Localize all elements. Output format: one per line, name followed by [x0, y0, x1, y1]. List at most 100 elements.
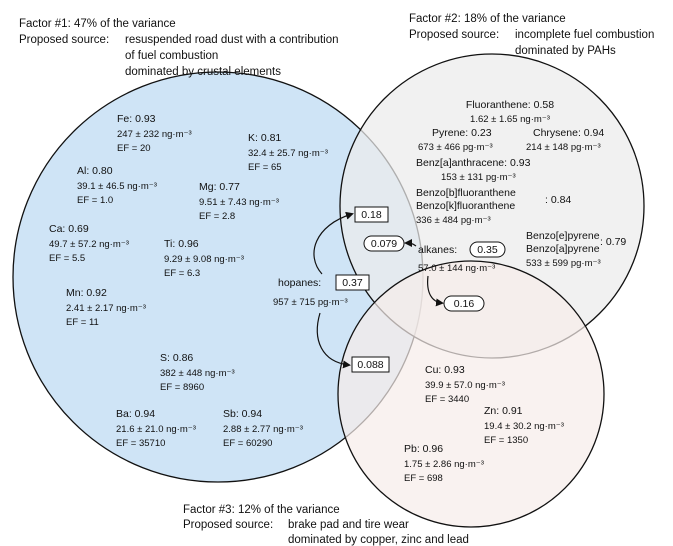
compound-loading: : 0.79 [600, 236, 626, 248]
alkanes-group: alkanes: 0.35 57.0 ± 144 ng·m⁻³ 0.079 0.… [363, 235, 506, 312]
element-ef: EF = 5.5 [49, 253, 85, 264]
element-name: Mg: 0.77 [199, 181, 240, 193]
compound-name: Benzo[e]pyrene [526, 230, 600, 242]
element-ef: EF = 65 [248, 162, 282, 173]
factor1-source-label: Proposed source: [19, 34, 109, 46]
element-ef: EF = 2.8 [199, 211, 235, 222]
compound-benzopyrenes: Benzo[e]pyrene Benzo[a]pyrene : 0.79 533… [526, 230, 626, 269]
hopanes-loading-box [335, 274, 370, 291]
element-concentration: 247 ± 232 ng·m⁻³ [117, 129, 192, 140]
factor1-header: Factor #1: 47% of the variance Proposed … [19, 18, 339, 78]
element-ef: EF = 8960 [160, 382, 204, 393]
element-name: Fe: 0.93 [117, 113, 156, 125]
element-name: Pb: 0.96 [404, 443, 443, 455]
element-name: S: 0.86 [160, 352, 193, 364]
element-ef: EF = 35710 [116, 438, 165, 449]
factor3-circle [337, 260, 605, 528]
element-concentration: 382 ± 448 ng·m⁻³ [160, 368, 235, 379]
factor1-source-line: dominated by crustal elements [125, 66, 281, 78]
element-cu: Cu: 0.93 39.9 ± 57.0 ng·m⁻³ EF = 3440 [425, 364, 505, 405]
element-ef: EF = 20 [117, 143, 151, 154]
factor2-header: Factor #2: 18% of the variance Proposed … [409, 13, 654, 57]
compound-chrysene: Chrysene: 0.94 214 ± 148 pg·m⁻³ [526, 127, 604, 153]
factor1-source-line: of fuel combustion [125, 50, 218, 62]
alkanes-concentration: 57.0 ± 144 ng·m⁻³ [418, 263, 495, 274]
compound-concentration: 336 ± 484 pg·m⁻³ [416, 215, 491, 226]
element-ba: Ba: 0.94 21.6 ± 21.0 ng·m⁻³ EF = 35710 [116, 408, 196, 449]
alkanes-f3-loading-box [443, 295, 485, 312]
compound-concentration: 214 ± 148 pg·m⁻³ [526, 142, 601, 153]
alkanes-label: alkanes: [418, 244, 457, 256]
alkanes-f3-loading: 0.16 [454, 298, 475, 310]
element-ti: Ti: 0.96 9.29 ± 9.08 ng·m⁻³ EF = 6.3 [164, 238, 244, 279]
element-k: K: 0.81 32.4 ± 25.7 ng·m⁻³ EF = 65 [248, 132, 328, 173]
element-concentration: 19.4 ± 30.2 ng·m⁻³ [484, 421, 564, 432]
element-name: Sb: 0.94 [223, 408, 262, 420]
compound-benzanthracene: Benz[a]anthracene: 0.93 153 ± 131 pg·m⁻³ [416, 157, 531, 183]
factor1-source-line: resuspended road dust with a contributio… [125, 34, 339, 46]
compound-name: Benzo[a]pyrene [526, 243, 600, 255]
element-mn: Mn: 0.92 2.41 ± 2.17 ng·m⁻³ EF = 11 [66, 287, 146, 328]
element-mg: Mg: 0.77 9.51 ± 7.43 ng·m⁻³ EF = 2.8 [199, 181, 279, 222]
element-ef: EF = 6.3 [164, 268, 200, 279]
hopanes-f2-loading-box [354, 206, 389, 223]
factor2-source-line: incomplete fuel combustion [515, 29, 654, 41]
arrow-alkanes-to-f1 [404, 239, 417, 248]
hopanes-f2-loading: 0.18 [361, 209, 382, 221]
compound-name: Benzo[b]fluoranthene [416, 187, 516, 199]
compound-concentration: 533 ± 599 pg·m⁻³ [526, 258, 601, 269]
compound-name: Benz[a]anthracene: 0.93 [416, 157, 531, 169]
element-al: Al: 0.80 39.1 ± 46.5 ng·m⁻³ EF = 1.0 [77, 165, 157, 206]
element-ef: EF = 698 [404, 473, 443, 484]
factor3-title: Factor #3: 12% of the variance [183, 504, 340, 516]
element-name: Mn: 0.92 [66, 287, 107, 299]
compound-concentration: 1.62 ± 1.65 ng·m⁻³ [470, 114, 550, 125]
element-zn: Zn: 0.91 19.4 ± 30.2 ng·m⁻³ EF = 1350 [484, 405, 564, 446]
element-concentration: 21.6 ± 21.0 ng·m⁻³ [116, 424, 196, 435]
factor2-title: Factor #2: 18% of the variance [409, 13, 566, 25]
alkanes-f1-loading-box [363, 235, 405, 252]
element-ef: EF = 60290 [223, 438, 272, 449]
element-concentration: 9.29 ± 9.08 ng·m⁻³ [164, 254, 244, 265]
hopanes-loading: 0.37 [342, 277, 363, 289]
element-ef: EF = 1350 [484, 435, 528, 446]
element-name: Cu: 0.93 [425, 364, 465, 376]
hopanes-f3-loading: 0.088 [357, 359, 383, 371]
compound-name: Benzo[k]fluoranthene [416, 200, 515, 212]
factor3-elements: Cu: 0.93 39.9 ± 57.0 ng·m⁻³ EF = 3440 Zn… [404, 364, 564, 484]
compound-loading: : 0.84 [545, 194, 571, 206]
factor1-title: Factor #1: 47% of the variance [19, 18, 176, 30]
element-ef: EF = 11 [66, 317, 99, 328]
element-concentration: 1.75 ± 2.86 ng·m⁻³ [404, 459, 484, 470]
element-name: Ca: 0.69 [49, 223, 89, 235]
compound-pyrene: Pyrene: 0.23 673 ± 466 pg·m⁻³ [418, 127, 493, 153]
factor2-compounds: Fluoranthene: 0.58 1.62 ± 1.65 ng·m⁻³ Py… [416, 99, 626, 269]
compound-concentration: 673 ± 466 pg·m⁻³ [418, 142, 493, 153]
element-name: Zn: 0.91 [484, 405, 523, 417]
arrow-hopanes-to-f2 [313, 211, 354, 275]
hopanes-group: hopanes: 0.37 957 ± 715 pg·m⁻³ 0.18 0.08… [273, 206, 390, 373]
hopanes-f3-loading-box [351, 356, 390, 373]
alkanes-loading-box [469, 241, 506, 258]
factor3-header: Factor #3: 12% of the variance Proposed … [183, 504, 469, 546]
compound-name: Pyrene: 0.23 [432, 127, 492, 139]
alkanes-f1-loading: 0.079 [371, 238, 397, 250]
element-fe: Fe: 0.93 247 ± 232 ng·m⁻³ EF = 20 [117, 113, 192, 154]
compound-benzofluoranthenes: Benzo[b]fluoranthene Benzo[k]fluoranthen… [416, 187, 571, 226]
element-concentration: 9.51 ± 7.43 ng·m⁻³ [199, 197, 279, 208]
element-concentration: 39.1 ± 46.5 ng·m⁻³ [77, 181, 157, 192]
compound-name: Chrysene: 0.94 [533, 127, 604, 139]
element-name: Ba: 0.94 [116, 408, 155, 420]
element-ca: Ca: 0.69 49.7 ± 57.2 ng·m⁻³ EF = 5.5 [49, 223, 129, 264]
element-concentration: 2.41 ± 2.17 ng·m⁻³ [66, 303, 146, 314]
element-concentration: 39.9 ± 57.0 ng·m⁻³ [425, 380, 505, 391]
element-ef: EF = 3440 [425, 394, 469, 405]
arrow-alkanes-to-f3 [427, 275, 444, 307]
element-concentration: 32.4 ± 25.7 ng·m⁻³ [248, 148, 328, 159]
factor2-source-line: dominated by PAHs [515, 45, 616, 57]
compound-name: Fluoranthene: 0.58 [466, 99, 554, 111]
element-name: K: 0.81 [248, 132, 281, 144]
factor3-source-label: Proposed source: [183, 519, 273, 531]
element-sb: Sb: 0.94 2.88 ± 2.77 ng·m⁻³ EF = 60290 [223, 408, 303, 449]
